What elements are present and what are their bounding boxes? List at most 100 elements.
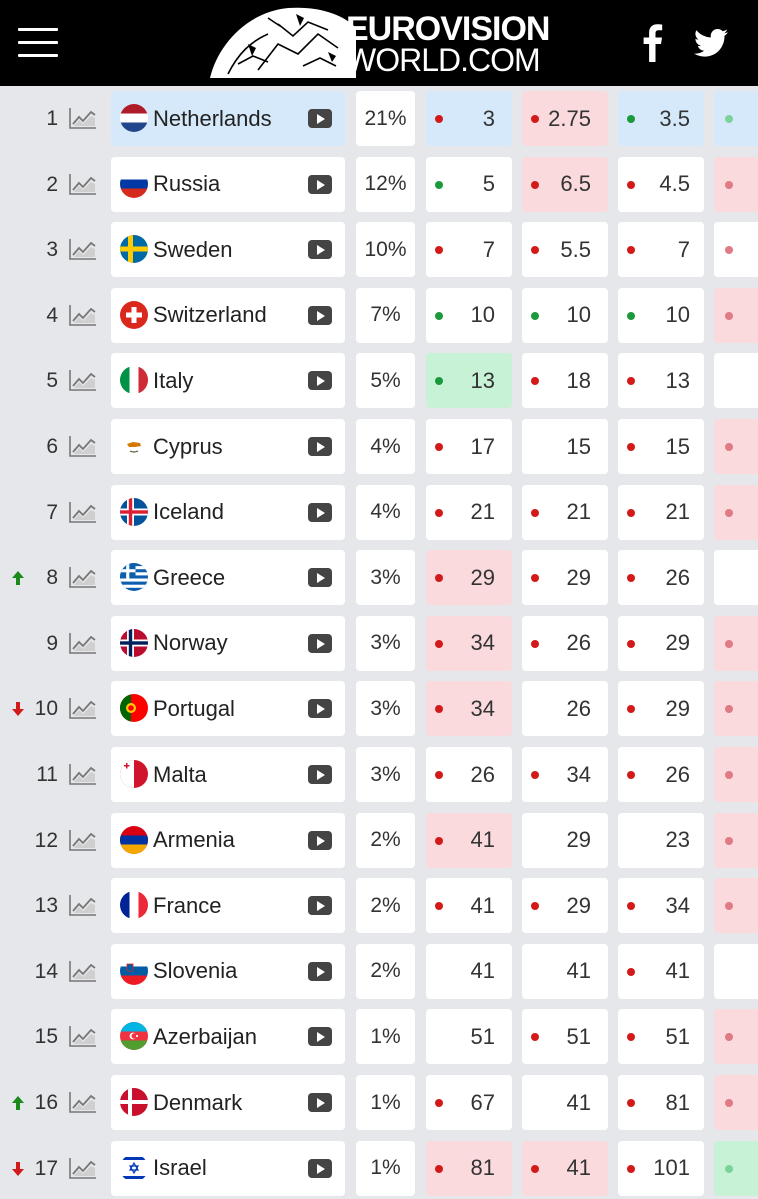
video-play-icon[interactable] — [308, 765, 332, 784]
bookmaker-odds-cell[interactable]: 26 — [522, 681, 608, 737]
bookmaker-odds-cell[interactable]: 41 — [618, 943, 704, 999]
video-play-icon[interactable] — [308, 240, 332, 260]
country-cell[interactable]: Armenia — [111, 812, 345, 868]
bookmaker-odds-cell[interactable]: 13 — [426, 353, 512, 409]
bookmaker-odds-cell-partial[interactable] — [714, 1075, 758, 1130]
bookmaker-odds-cell-partial[interactable] — [714, 550, 758, 606]
bookmaker-odds-cell[interactable]: 2.75 — [522, 91, 608, 146]
bookmaker-odds-cell-partial[interactable] — [714, 156, 758, 212]
video-play-icon[interactable] — [308, 896, 332, 916]
bookmaker-odds-cell[interactable]: 21 — [426, 484, 512, 540]
site-logo[interactable]: EUROVISION WORLD.COM — [208, 4, 558, 80]
bookmaker-odds-cell-partial[interactable] — [714, 943, 758, 999]
bookmaker-odds-cell[interactable]: 10 — [522, 287, 608, 343]
bookmaker-odds-cell[interactable]: 41 — [522, 1140, 608, 1196]
bookmaker-odds-cell-partial[interactable] — [714, 615, 758, 671]
country-cell[interactable]: Cyprus — [111, 419, 345, 474]
bookmaker-odds-cell[interactable]: 51 — [522, 1009, 608, 1065]
country-cell[interactable]: France — [111, 878, 345, 934]
country-cell[interactable]: Slovenia — [111, 943, 345, 999]
bookmaker-odds-cell[interactable]: 18 — [522, 353, 608, 409]
country-cell[interactable]: Italy — [111, 353, 345, 409]
trend-chart-icon[interactable] — [69, 763, 97, 785]
country-cell[interactable]: Norway — [111, 615, 345, 671]
video-play-icon[interactable] — [308, 699, 332, 719]
trend-chart-icon[interactable] — [69, 1091, 97, 1113]
trend-chart-icon[interactable] — [69, 829, 97, 851]
bookmaker-odds-cell[interactable]: 41 — [522, 943, 608, 999]
bookmaker-odds-cell-partial[interactable] — [714, 812, 758, 868]
country-cell[interactable]: Denmark — [111, 1075, 345, 1130]
country-cell[interactable]: Russia — [111, 156, 345, 212]
trend-chart-icon[interactable] — [69, 894, 97, 916]
bookmaker-odds-cell-partial[interactable] — [714, 878, 758, 934]
bookmaker-odds-cell[interactable]: 5.5 — [522, 222, 608, 278]
bookmaker-odds-cell[interactable]: 51 — [618, 1009, 704, 1065]
video-play-icon[interactable] — [308, 1158, 332, 1178]
bookmaker-odds-cell[interactable]: 6.5 — [522, 156, 608, 212]
video-play-icon[interactable] — [308, 371, 332, 391]
country-cell[interactable]: Portugal — [111, 681, 345, 737]
trend-chart-icon[interactable] — [69, 304, 97, 326]
bookmaker-odds-cell[interactable]: 17 — [426, 419, 512, 474]
country-cell[interactable]: Greece — [111, 550, 345, 606]
bookmaker-odds-cell[interactable]: 10 — [618, 287, 704, 343]
bookmaker-odds-cell[interactable]: 29 — [522, 550, 608, 606]
bookmaker-odds-cell[interactable]: 29 — [618, 615, 704, 671]
menu-icon[interactable] — [18, 26, 58, 58]
trend-chart-icon[interactable] — [69, 1025, 97, 1048]
bookmaker-odds-cell-partial[interactable] — [714, 419, 758, 474]
bookmaker-odds-cell[interactable]: 26 — [618, 747, 704, 802]
trend-chart-icon[interactable] — [69, 1157, 97, 1179]
country-cell[interactable]: Switzerland — [111, 287, 345, 343]
bookmaker-odds-cell[interactable]: 23 — [618, 812, 704, 868]
bookmaker-odds-cell[interactable]: 34 — [426, 615, 512, 671]
bookmaker-odds-cell[interactable]: 21 — [618, 484, 704, 540]
bookmaker-odds-cell[interactable]: 15 — [522, 419, 608, 474]
bookmaker-odds-cell[interactable]: 81 — [618, 1075, 704, 1130]
bookmaker-odds-cell[interactable]: 13 — [618, 353, 704, 409]
bookmaker-odds-cell-partial[interactable] — [714, 681, 758, 737]
country-cell[interactable]: Malta — [111, 747, 345, 802]
facebook-icon[interactable] — [640, 22, 664, 62]
bookmaker-odds-cell[interactable]: 4.5 — [618, 156, 704, 212]
bookmaker-odds-cell[interactable]: 34 — [426, 681, 512, 737]
country-cell[interactable]: Israel — [111, 1140, 345, 1196]
bookmaker-odds-cell-partial[interactable] — [714, 1009, 758, 1065]
trend-chart-icon[interactable] — [69, 697, 97, 720]
country-cell[interactable]: Azerbaijan — [111, 1009, 345, 1065]
bookmaker-odds-cell-partial[interactable] — [714, 91, 758, 146]
bookmaker-odds-cell-partial[interactable] — [714, 484, 758, 540]
trend-chart-icon[interactable] — [69, 107, 97, 129]
bookmaker-odds-cell[interactable]: 29 — [426, 550, 512, 606]
video-play-icon[interactable] — [308, 1027, 332, 1047]
bookmaker-odds-cell[interactable]: 5 — [426, 156, 512, 212]
bookmaker-odds-cell-partial[interactable] — [714, 287, 758, 343]
bookmaker-odds-cell[interactable]: 15 — [618, 419, 704, 474]
bookmaker-odds-cell[interactable]: 41 — [522, 1075, 608, 1130]
bookmaker-odds-cell-partial[interactable] — [714, 222, 758, 278]
bookmaker-odds-cell[interactable]: 34 — [522, 747, 608, 802]
bookmaker-odds-cell[interactable]: 10 — [426, 287, 512, 343]
twitter-icon[interactable] — [694, 28, 728, 58]
trend-chart-icon[interactable] — [69, 566, 97, 588]
bookmaker-odds-cell-partial[interactable] — [714, 353, 758, 409]
trend-chart-icon[interactable] — [69, 435, 97, 457]
bookmaker-odds-cell[interactable]: 29 — [522, 878, 608, 934]
bookmaker-odds-cell-partial[interactable] — [714, 1140, 758, 1196]
trend-chart-icon[interactable] — [69, 173, 97, 195]
video-play-icon[interactable] — [308, 961, 332, 981]
trend-chart-icon[interactable] — [69, 238, 97, 260]
country-cell[interactable]: Sweden — [111, 222, 345, 278]
country-cell[interactable]: Iceland — [111, 484, 345, 540]
bookmaker-odds-cell[interactable]: 41 — [426, 943, 512, 999]
bookmaker-odds-cell[interactable]: 26 — [522, 615, 608, 671]
bookmaker-odds-cell[interactable]: 29 — [618, 681, 704, 737]
trend-chart-icon[interactable] — [69, 501, 97, 523]
video-play-icon[interactable] — [308, 109, 332, 128]
bookmaker-odds-cell[interactable]: 29 — [522, 812, 608, 868]
bookmaker-odds-cell[interactable]: 7 — [618, 222, 704, 278]
bookmaker-odds-cell[interactable]: 3 — [426, 91, 512, 146]
video-play-icon[interactable] — [308, 305, 332, 325]
video-play-icon[interactable] — [308, 1093, 332, 1112]
